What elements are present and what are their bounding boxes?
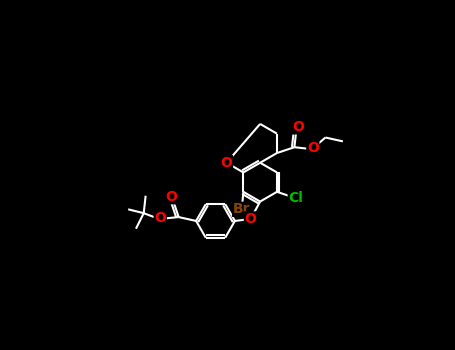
Text: Br: Br xyxy=(233,202,250,216)
Text: O: O xyxy=(165,190,177,204)
Text: Cl: Cl xyxy=(288,191,303,205)
Text: O: O xyxy=(293,120,304,134)
Text: O: O xyxy=(154,211,166,225)
Text: O: O xyxy=(244,212,256,226)
Text: O: O xyxy=(221,156,233,170)
Text: O: O xyxy=(307,141,319,155)
